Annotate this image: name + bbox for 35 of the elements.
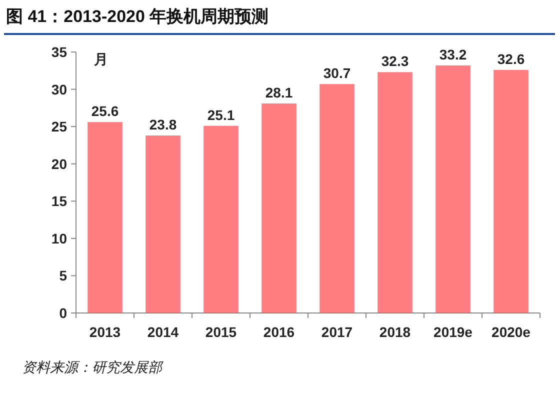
bar (378, 72, 412, 313)
x-tick-label: 2014 (147, 324, 179, 340)
bar (204, 126, 238, 313)
x-tick-label: 2018 (379, 324, 411, 340)
data-label: 33.2 (439, 46, 467, 62)
bar (88, 122, 122, 313)
data-label: 28.1 (265, 84, 293, 100)
y-tick-label: 10 (51, 230, 68, 246)
data-label: 23.8 (149, 116, 177, 133)
data-label: 30.7 (323, 65, 351, 82)
y-tick-label: 30 (51, 81, 68, 98)
x-tick-label: 2020e (492, 324, 531, 340)
data-label: 32.3 (381, 53, 409, 70)
data-label: 32.6 (497, 50, 525, 67)
x-tick-label: 2013 (89, 324, 121, 340)
x-tick-label: 2019e (434, 324, 473, 340)
bar (494, 70, 528, 313)
bar (262, 103, 296, 313)
bar (436, 65, 470, 313)
y-tick-label: 5 (59, 268, 68, 284)
y-tick-label: 20 (51, 156, 68, 172)
text: 资料来源：研究发展部 (22, 359, 164, 375)
y-tick-label: 0 (59, 305, 68, 321)
y-tick-label: 35 (51, 44, 68, 60)
y-axis-title: 月 (93, 51, 108, 67)
bar (320, 84, 354, 313)
bar (146, 136, 180, 313)
y-tick-label: 25 (51, 118, 68, 135)
y-tick-label: 15 (51, 193, 68, 210)
chart-title: 图 41：2013-2020 年换机周期预测 (6, 7, 269, 26)
data-label: 25.1 (207, 106, 235, 123)
x-tick-label: 2016 (263, 324, 295, 340)
data-label: 25.6 (91, 103, 119, 120)
x-tick-label: 2017 (321, 324, 353, 340)
x-tick-label: 2015 (205, 324, 237, 340)
